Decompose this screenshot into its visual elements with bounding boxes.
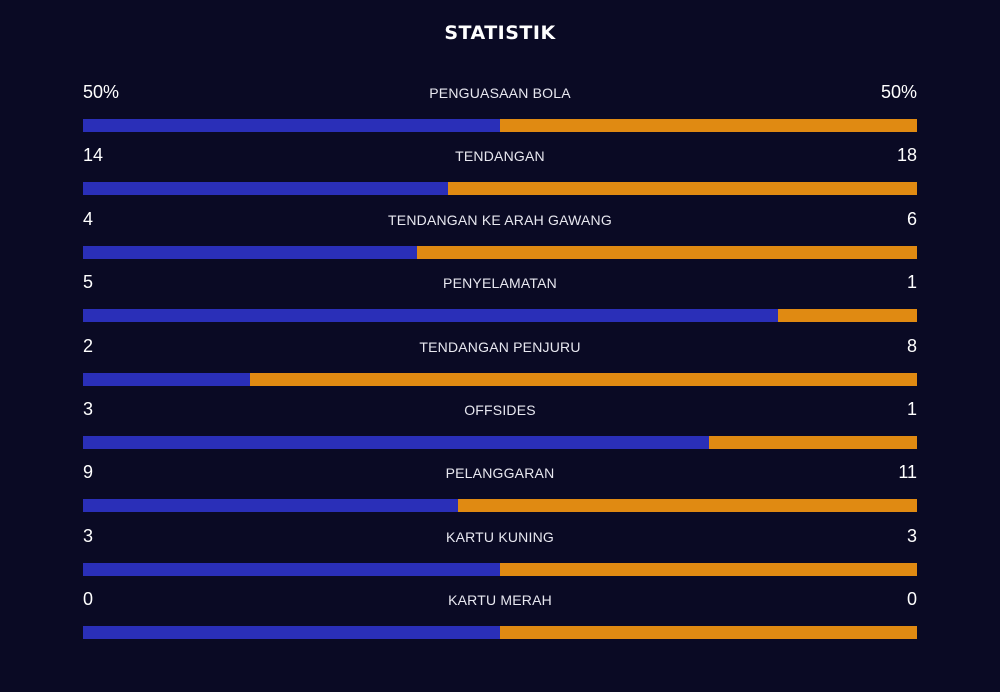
stat-row: 50% PENGUASAAN BOLA 50%	[83, 80, 917, 143]
stat-label: OFFSIDES	[464, 401, 536, 418]
stat-header: 2 TENDANGAN PENJURU 8	[83, 334, 917, 362]
home-bar-segment	[83, 435, 709, 449]
away-value: 8	[906, 335, 917, 356]
away-value: 1	[906, 272, 917, 293]
away-value: 6	[906, 208, 917, 229]
home-bar-segment	[83, 119, 500, 132]
comparison-bar	[83, 309, 917, 323]
stat-header: 9 PELANGGARAN 11	[83, 460, 917, 488]
comparison-bar	[83, 245, 917, 259]
stat-row: 3 OFFSIDES 1	[83, 397, 917, 460]
stat-header: 50% PENGUASAAN BOLA 50%	[83, 80, 917, 108]
stat-row: 9 PELANGGARAN 11	[83, 460, 917, 523]
away-value: 1	[906, 398, 917, 419]
stat-label: TENDANGAN	[455, 148, 545, 165]
home-bar-segment	[83, 245, 417, 259]
home-value: 14	[83, 145, 104, 166]
stat-row: 14 TENDANGAN 18	[83, 143, 917, 206]
comparison-bar	[83, 182, 917, 196]
comparison-bar	[83, 562, 917, 576]
home-value: 0	[83, 589, 94, 610]
away-bar-segment	[458, 499, 917, 513]
stat-label: TENDANGAN PENJURU	[419, 338, 581, 355]
stat-header: 5 PENYELAMATAN 1	[83, 270, 917, 298]
away-value: 3	[906, 525, 917, 546]
comparison-bar	[83, 435, 917, 449]
stat-header: 3 OFFSIDES 1	[83, 397, 917, 425]
stat-header: 4 TENDANGAN KE ARAH GAWANG 6	[83, 207, 917, 235]
away-value: 50%	[880, 82, 917, 102]
stat-row: 2 TENDANGAN PENJURU 8	[83, 334, 917, 397]
stats-list: 50% PENGUASAAN BOLA 50% 14 TENDANGAN 18 4 TENDA…	[83, 80, 917, 651]
stat-label: PENGUASAAN BOLA	[429, 85, 571, 101]
home-value: 4	[83, 208, 94, 229]
comparison-bar	[83, 499, 917, 513]
comparison-bar	[83, 119, 917, 132]
away-bar-segment	[500, 119, 917, 132]
stat-header: 3 KARTU KUNING 3	[83, 524, 917, 552]
away-bar-segment	[708, 435, 917, 449]
away-bar-segment	[500, 626, 917, 640]
home-value: 3	[83, 398, 94, 419]
stat-header: 14 TENDANGAN 18	[83, 143, 917, 171]
home-value: 50%	[83, 82, 120, 102]
stat-row: 3 KARTU KUNING 3	[83, 524, 917, 587]
home-value: 5	[83, 272, 94, 293]
home-value: 2	[83, 335, 94, 356]
home-value: 9	[83, 462, 94, 483]
home-bar-segment	[83, 309, 778, 323]
away-bar-segment	[447, 182, 917, 196]
comparison-bar	[83, 372, 917, 386]
stat-header: 0 KARTU MERAH 0	[83, 587, 917, 615]
home-bar-segment	[83, 182, 448, 196]
away-value: 18	[896, 145, 917, 166]
page-title: STATISTIK	[444, 22, 556, 44]
home-bar-segment	[83, 499, 459, 513]
stat-row: 5 PENYELAMATAN 1	[83, 270, 917, 333]
away-bar-segment	[778, 309, 917, 323]
stat-label: KARTU MERAH	[448, 592, 552, 609]
away-value: 0	[906, 589, 917, 610]
stat-row: 0 KARTU MERAH 0	[83, 587, 917, 650]
stat-label: PENYELAMATAN	[443, 275, 557, 292]
away-bar-segment	[249, 372, 917, 386]
away-value: 11	[898, 462, 917, 483]
stat-label: TENDANGAN KE ARAH GAWANG	[388, 211, 612, 228]
home-value: 3	[83, 525, 94, 546]
home-bar-segment	[83, 562, 500, 576]
home-bar-segment	[83, 372, 250, 386]
away-bar-segment	[500, 562, 917, 576]
stat-row: 4 TENDANGAN KE ARAH GAWANG 6	[83, 207, 917, 270]
away-bar-segment	[416, 245, 917, 259]
stat-label: KARTU KUNING	[446, 528, 554, 545]
home-bar-segment	[83, 626, 500, 640]
stat-label: PELANGGARAN	[445, 465, 555, 482]
comparison-bar	[83, 626, 917, 640]
